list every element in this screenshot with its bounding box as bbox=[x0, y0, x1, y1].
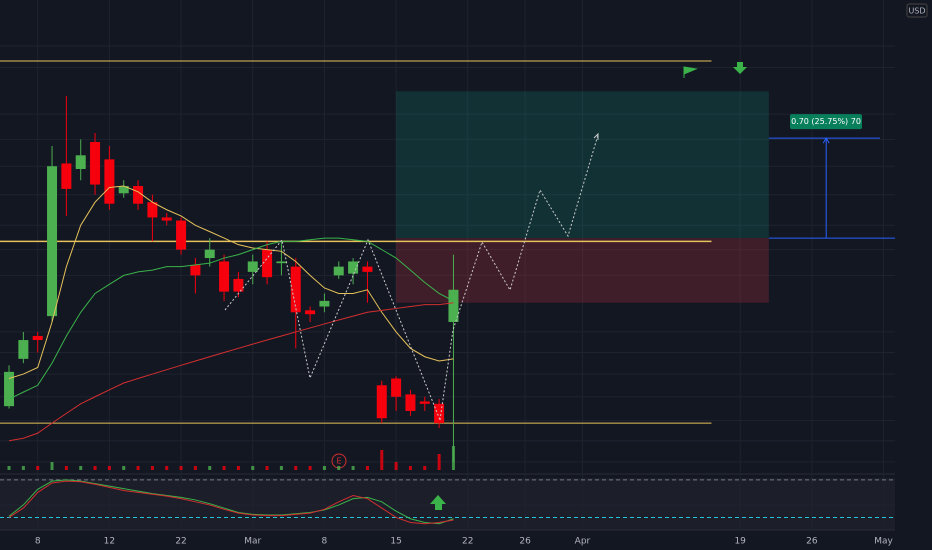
volume-bar bbox=[265, 466, 269, 470]
volume-bar bbox=[208, 466, 212, 470]
candle-body bbox=[32, 335, 43, 341]
volume-bar bbox=[79, 466, 83, 470]
zigzag bbox=[224, 238, 441, 421]
oscillator-line bbox=[8, 480, 454, 525]
x-tick-label: Apr bbox=[575, 537, 591, 547]
volume-bar bbox=[150, 466, 154, 470]
volume-bar bbox=[165, 466, 169, 470]
x-tick-label: 26 bbox=[806, 537, 818, 547]
x-tick-label: 22 bbox=[462, 537, 473, 547]
candle-body bbox=[348, 261, 359, 274]
volume-bar bbox=[36, 466, 40, 470]
candle-body bbox=[362, 266, 373, 272]
candle-body bbox=[290, 266, 301, 313]
x-tick-label: Mar bbox=[244, 537, 261, 547]
x-tick-label: 8 bbox=[35, 537, 41, 547]
volume-bar bbox=[122, 466, 126, 470]
moving-average bbox=[8, 185, 454, 379]
volume-bar bbox=[222, 466, 226, 470]
candle-body bbox=[262, 249, 273, 278]
volume-bar bbox=[50, 462, 54, 470]
currency: USD bbox=[908, 7, 925, 16]
arrow-down-icon bbox=[733, 62, 747, 74]
volume-bar bbox=[21, 466, 25, 470]
volume-bar bbox=[337, 466, 341, 470]
candle-body bbox=[434, 403, 445, 424]
oscillator-line bbox=[8, 479, 454, 525]
volume-bar bbox=[279, 466, 283, 470]
volume-bar bbox=[308, 466, 312, 470]
candle-body bbox=[61, 163, 72, 189]
x-tick-label: 19 bbox=[734, 537, 746, 547]
x-tick-label: 26 bbox=[519, 537, 531, 547]
volume-bar bbox=[107, 466, 111, 470]
candle-body bbox=[176, 220, 187, 250]
candle-body bbox=[118, 186, 129, 194]
candle-body bbox=[247, 261, 258, 272]
volume-bar bbox=[294, 466, 298, 470]
price-axis bbox=[895, 0, 932, 550]
volume-bar bbox=[251, 466, 255, 470]
arrow-up-icon bbox=[430, 495, 446, 510]
candle-body bbox=[333, 266, 344, 276]
volume-bar bbox=[408, 466, 412, 470]
candle-body bbox=[161, 217, 172, 221]
volume-bar bbox=[394, 462, 398, 470]
measure-box bbox=[790, 114, 862, 130]
candle-body bbox=[405, 394, 416, 411]
candle-body bbox=[75, 155, 86, 169]
moving-average bbox=[8, 237, 454, 400]
profit-zone bbox=[396, 91, 769, 239]
osc-pane bbox=[0, 478, 895, 530]
volume-bar bbox=[64, 466, 68, 470]
candle-body bbox=[305, 310, 316, 315]
candle-body bbox=[376, 385, 387, 419]
volume-bar bbox=[179, 466, 183, 470]
candle-body bbox=[104, 159, 115, 204]
candle-body bbox=[391, 378, 402, 397]
candle-body bbox=[147, 202, 158, 218]
candle-body bbox=[448, 289, 459, 322]
x-tick-label: 8 bbox=[322, 537, 328, 547]
candle-body bbox=[319, 300, 330, 307]
x-tick-label: 12 bbox=[104, 537, 115, 547]
arrow-head bbox=[593, 132, 599, 140]
candle-body bbox=[4, 371, 15, 407]
measure-label: 0.70 (25.75%) 70 bbox=[791, 117, 861, 126]
projection bbox=[439, 134, 599, 421]
drawings bbox=[224, 62, 747, 510]
candle-body bbox=[133, 186, 144, 204]
candle-body bbox=[233, 278, 244, 292]
candle-body bbox=[90, 142, 101, 185]
volume-bar bbox=[136, 466, 140, 470]
currency-box bbox=[906, 3, 928, 18]
candle-body bbox=[419, 401, 430, 404]
volume-bar bbox=[380, 450, 384, 470]
volume-bar bbox=[93, 466, 97, 470]
candle-body bbox=[219, 261, 230, 292]
volume-bar bbox=[437, 454, 441, 470]
candle-body bbox=[276, 261, 287, 264]
flag-icon bbox=[683, 66, 698, 78]
moving-average bbox=[8, 302, 454, 442]
x-tick-label: May bbox=[874, 537, 893, 547]
earnings-label: E bbox=[336, 457, 341, 466]
candle-body bbox=[18, 340, 29, 359]
x-tick-label: 22 bbox=[175, 537, 186, 547]
volume-bar bbox=[7, 466, 11, 470]
volume-bar bbox=[322, 466, 326, 470]
volume-bar bbox=[236, 466, 240, 470]
x-tick-label: 15 bbox=[390, 537, 401, 547]
measure-arrow-head bbox=[822, 137, 830, 144]
volume-bar bbox=[351, 466, 355, 470]
candle-body bbox=[190, 264, 201, 276]
volume-bar bbox=[365, 466, 369, 470]
volume-bar bbox=[423, 466, 427, 470]
volume-bar bbox=[193, 466, 197, 470]
candle-body bbox=[204, 249, 215, 259]
candle-body bbox=[47, 166, 58, 317]
